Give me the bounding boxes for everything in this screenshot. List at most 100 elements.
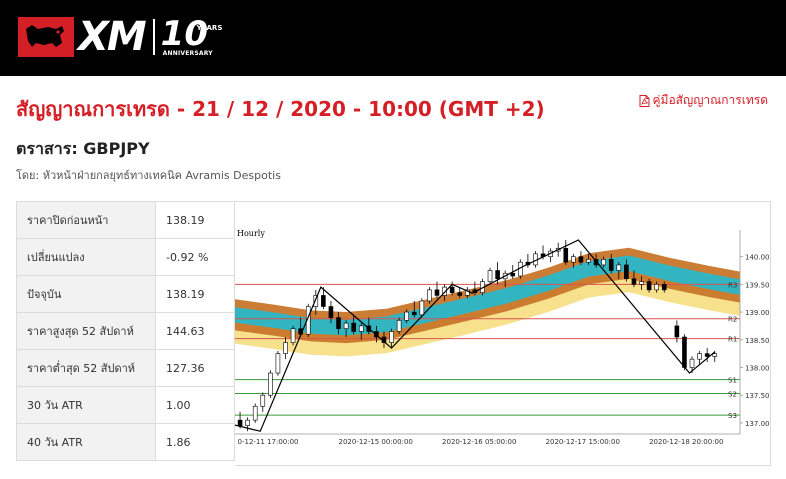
- candle-body: [283, 342, 288, 354]
- anniversary-badge: 10 YEARS ANNIVERSARY: [160, 14, 223, 60]
- price-chart: R3 R2 R1 S1 S2 S3 140.00 139.50 139.00 138.50 138…: [235, 229, 770, 446]
- candle-body: [442, 286, 447, 296]
- candle-body: [661, 284, 667, 291]
- band-inner: [235, 255, 740, 336]
- stats-row: ราคาสูงสุด 52 สัปดาห์ 144.63: [16, 312, 235, 350]
- y-tick-label: 138.00: [745, 364, 770, 372]
- candle-body: [616, 264, 622, 271]
- stats-row: 40 วัน ATR 1.86: [16, 423, 235, 461]
- candle-body: [586, 259, 591, 263]
- candle-body: [449, 286, 455, 293]
- candle-body: [419, 300, 425, 316]
- stats-value: 1.86: [155, 423, 235, 461]
- stats-row: 30 วัน ATR 1.00: [16, 386, 235, 424]
- candle-body: [654, 284, 659, 291]
- y-tick-label: 139.00: [745, 309, 770, 317]
- stats-value: 1.00: [155, 386, 235, 424]
- stats-value: 127.36: [155, 349, 235, 387]
- x-tick-label: 2020-12-16 05:00:00: [442, 438, 516, 446]
- stats-label: เปลี่ยนแปลง: [16, 238, 156, 276]
- x-tick-label: 2020-12-15 00:00:00: [339, 438, 413, 446]
- candle-body: [275, 353, 281, 374]
- x-tick-label: 2020-12-18 20:00:00: [649, 438, 723, 446]
- candle-body: [495, 270, 500, 280]
- signals-manual-label: คู่มือสัญญาณการเทรด: [652, 93, 769, 107]
- instrument-heading: ตราสาร: GBPJPY: [16, 139, 150, 158]
- stats-label: 40 วัน ATR: [16, 423, 156, 461]
- candle-body: [358, 325, 364, 332]
- page-title: สัญญาณการเทรด - 21 / 12 / 2020 - 10:00 (…: [16, 97, 545, 121]
- candle-body: [321, 295, 326, 307]
- candle-body: [682, 336, 687, 368]
- candle-body: [396, 320, 402, 332]
- candle-body: [646, 281, 652, 291]
- candle-body: [336, 317, 341, 329]
- candle-body: [427, 289, 432, 302]
- candle-body: [697, 353, 702, 360]
- price-chart-panel: R3 R2 R1 S1 S2 S3 140.00 139.50 139.00 138.50 138…: [235, 201, 771, 466]
- level-label-s1: S1: [728, 377, 737, 385]
- stats-label: ราคาสูงสุด 52 สัปดาห์: [16, 312, 156, 350]
- candle-body: [290, 328, 296, 343]
- candle-body: [712, 353, 718, 357]
- stats-label: ราคาต่ำสุด 52 สัปดาห์: [16, 349, 156, 387]
- anniversary-label: ANNIVERSARY: [162, 50, 213, 57]
- candle-body: [351, 322, 356, 332]
- candle-body: [674, 325, 680, 338]
- stats-table: ราคาปิดก่อนหน้า 138.19 เปลี่ยนแปลง -0.92 %…: [16, 201, 235, 461]
- level-label-r3: R3: [728, 281, 737, 289]
- signals-manual-link[interactable]: คู่มือสัญญาณการเทรด: [639, 91, 769, 110]
- author-byline: โดย: หัวหน้าฝ่ายกลยุทธ์ทางเทคนิค Avramis…: [16, 169, 281, 182]
- logo-divider: [152, 19, 155, 55]
- y-tick-label: 140.00: [745, 254, 770, 262]
- candle-body: [689, 358, 695, 368]
- stats-row: ราคาปิดก่อนหน้า 138.19: [16, 201, 235, 239]
- level-label-r1: R1: [728, 336, 737, 344]
- level-label-s3: S3: [728, 412, 737, 420]
- y-tick-label: 137.50: [745, 392, 770, 400]
- candle-body: [487, 270, 493, 282]
- candle-body: [510, 272, 516, 277]
- candle-body: [434, 289, 440, 296]
- anniversary-years: YEARS: [196, 24, 223, 32]
- candle-body: [260, 394, 266, 407]
- candle-body: [457, 292, 463, 296]
- candle-body: [389, 331, 394, 343]
- stats-value: -0.92 %: [155, 238, 235, 276]
- candle-body: [343, 322, 349, 329]
- candle-body: [578, 256, 584, 263]
- stats-value: 138.19: [155, 201, 235, 239]
- stats-label: ราคาปิดก่อนหน้า: [16, 201, 156, 239]
- y-tick-label: 137.00: [745, 420, 770, 428]
- candle-body: [268, 372, 273, 396]
- candle-body: [252, 405, 258, 421]
- level-label-r2: R2: [728, 316, 737, 324]
- candle-body: [608, 259, 614, 271]
- candle-body: [704, 353, 710, 357]
- x-tick-label: 0-12-11 17:00:00: [238, 438, 299, 446]
- stats-row: ปัจจุบัน 138.19: [16, 275, 235, 313]
- anniversary-number: 10: [160, 14, 208, 54]
- candle-body: [328, 306, 334, 318]
- pdf-icon: [639, 94, 649, 107]
- candle-body: [624, 264, 629, 280]
- timeframe-label: Hourly: [237, 229, 265, 238]
- xm-logo[interactable]: XM 10 YEARS ANNIVERSARY: [18, 14, 223, 60]
- top-bar: XM 10 YEARS ANNIVERSARY: [0, 0, 786, 76]
- stats-label: ปัจจุบัน: [16, 275, 156, 313]
- candle-body: [631, 278, 637, 285]
- candle-body: [601, 259, 606, 266]
- stats-row: ราคาต่ำสุด 52 สัปดาห์ 127.36: [16, 349, 235, 387]
- y-tick-label: 138.50: [745, 337, 770, 345]
- candle-body: [411, 311, 417, 316]
- stats-value: 138.19: [155, 275, 235, 313]
- y-tick-label: 139.50: [745, 281, 770, 289]
- logo-wordmark: XM: [78, 14, 147, 60]
- candle-body: [465, 289, 470, 296]
- x-tick-label: 2020-12-17 15:00:00: [546, 438, 620, 446]
- level-label-s2: S2: [728, 391, 737, 399]
- stats-label: 30 วัน ATR: [16, 386, 156, 424]
- candle-body: [593, 259, 599, 266]
- stats-row: เปลี่ยนแปลง -0.92 %: [16, 238, 235, 276]
- candle-body: [237, 419, 243, 426]
